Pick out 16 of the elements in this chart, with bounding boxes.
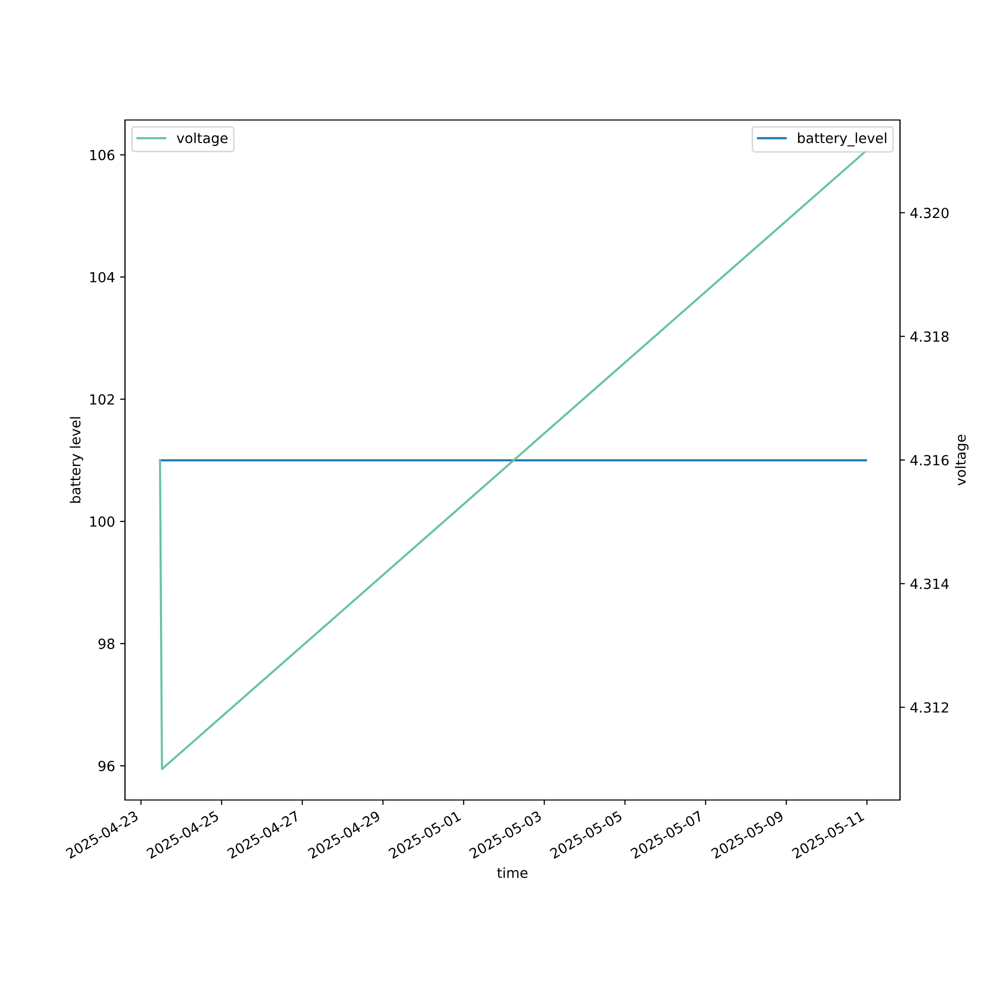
legend-label: voltage xyxy=(176,132,228,146)
y-tick-label: 104 xyxy=(90,272,114,282)
y-tick-label: 96 xyxy=(98,760,114,772)
y-tick-label: 106 xyxy=(90,150,114,160)
y2-tick-label: 4.314 xyxy=(910,578,949,590)
y-tick-label: 98 xyxy=(98,638,114,650)
y-tick-label: 100 xyxy=(90,516,114,527)
y2-tick-label: 4.316 xyxy=(910,454,949,466)
y2-tick-label: 4.312 xyxy=(910,702,948,713)
y2-axis-title: voltage xyxy=(955,434,968,486)
x-axis-title: time xyxy=(497,867,528,878)
y-axis-title: battery level xyxy=(70,417,84,503)
legend-label: battery_level xyxy=(798,132,886,146)
y2-tick-label: 4.318 xyxy=(910,331,949,342)
y-tick-label: 102 xyxy=(90,394,114,405)
y2-tick-label: 4.320 xyxy=(910,208,949,218)
